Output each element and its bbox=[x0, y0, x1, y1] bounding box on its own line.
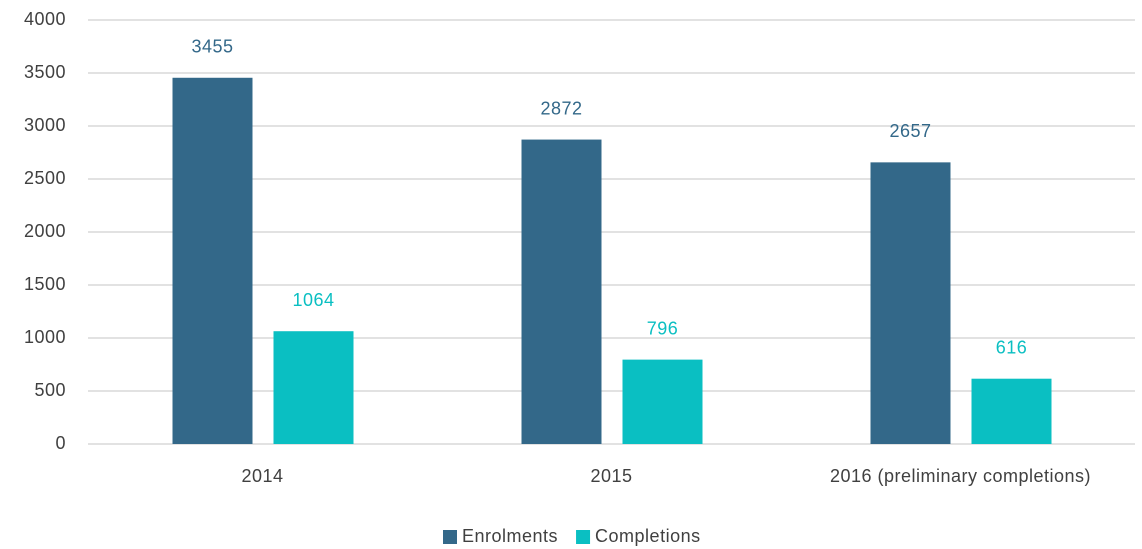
bar bbox=[521, 139, 602, 444]
legend-label: Completions bbox=[595, 526, 701, 546]
bar bbox=[870, 162, 951, 444]
legend-swatch bbox=[576, 530, 591, 544]
data-label: 1064 bbox=[292, 290, 334, 310]
legend-label: Enrolments bbox=[462, 526, 558, 546]
bar bbox=[622, 359, 703, 444]
x-tick-label: 2015 bbox=[590, 466, 632, 486]
y-tick-label: 3000 bbox=[24, 115, 66, 135]
data-label: 2872 bbox=[540, 98, 582, 118]
bar bbox=[273, 331, 354, 444]
y-tick-label: 500 bbox=[34, 380, 66, 400]
y-tick-label: 4000 bbox=[24, 9, 66, 29]
bar bbox=[172, 77, 253, 445]
y-tick-label: 1500 bbox=[24, 274, 66, 294]
y-tick-label: 2500 bbox=[24, 168, 66, 188]
bar bbox=[971, 378, 1052, 444]
y-tick-label: 3500 bbox=[24, 62, 66, 82]
data-label: 2657 bbox=[889, 121, 931, 141]
data-label: 616 bbox=[996, 337, 1028, 357]
x-tick-label: 2016 (preliminary completions) bbox=[830, 466, 1091, 486]
data-label: 796 bbox=[647, 318, 679, 338]
x-tick-label: 2014 bbox=[241, 466, 283, 486]
y-tick-label: 2000 bbox=[24, 221, 66, 241]
y-tick-label: 0 bbox=[55, 433, 66, 453]
legend-swatch bbox=[443, 530, 457, 544]
data-label: 3455 bbox=[191, 37, 233, 57]
y-tick-label: 1000 bbox=[24, 327, 66, 347]
